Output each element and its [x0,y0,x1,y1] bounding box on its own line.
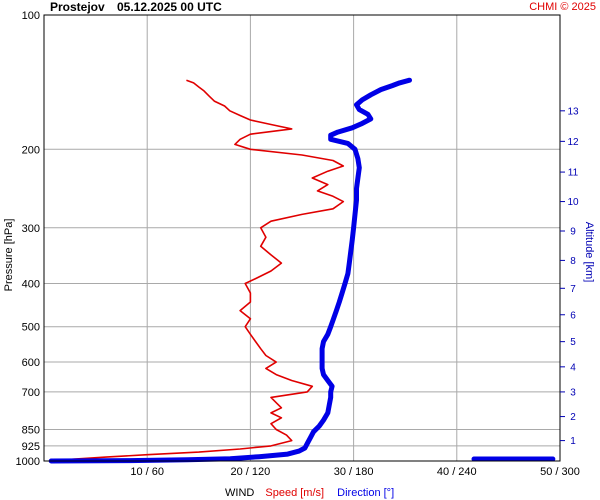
credit-label: CHMI © 2025 [529,1,596,13]
altitude-tick-label: 7 [570,284,576,295]
altitude-tick-label: 9 [570,226,576,237]
pressure-tick-label: 300 [22,223,40,235]
altitude-tick-label: 8 [570,256,576,267]
pressure-tick-label: 1000 [16,456,40,468]
direction-series-line [48,77,412,464]
pressure-tick-label: 500 [22,322,40,334]
pressure-tick-label: 600 [22,357,40,369]
sounding-datetime: 05.12.2025 00 UTC [117,0,222,14]
x-axis-title: WIND Speed [m/s] Direction [°] [225,487,394,499]
plot-frame [43,14,561,462]
altitude-tick-label: 5 [570,337,576,348]
x-axis-wind-label: WIND [225,487,254,499]
altitude-tick-label: 2 [570,412,576,423]
pressure-tick-label: 200 [22,144,40,156]
x-tick-label: 10 / 60 [130,466,164,478]
pressure-tick-label: 100 [22,10,40,22]
altitude-tick-label: 11 [568,168,579,179]
grid-layer [44,15,561,461]
x-axis-direction-label: Direction [°] [337,487,394,499]
altitude-tick-label: 3 [570,387,576,398]
altitude-tick-label: 6 [570,310,576,321]
plot-layer [48,77,556,464]
pressure-tick-label: 400 [22,279,40,291]
x-tick-label: 30 / 180 [334,466,374,478]
x-tick-label: 50 / 300 [540,466,580,478]
y-axis-label: Pressure [hPa] [3,219,15,292]
speed-series-line [49,79,345,462]
altitude-tick-label: 1 [570,436,576,447]
altitude-tick-label: 4 [570,362,576,373]
x-tick-label: 40 / 240 [437,466,477,478]
x-tick-label: 20 / 120 [231,466,271,478]
station-name: Prostejov [50,0,105,14]
altitude-tick-label: 12 [567,137,579,148]
altitude-tick-label: 10 [567,197,579,208]
x-axis-speed-label: Speed [m/s] [265,487,324,499]
pressure-tick-label: 850 [22,425,40,437]
pressure-tick-label: 700 [22,387,40,399]
altitude-axis-label: Altitude [km] [583,222,595,283]
altitude-tick-label: 13 [567,106,579,117]
pressure-tick-label: 925 [22,441,40,453]
